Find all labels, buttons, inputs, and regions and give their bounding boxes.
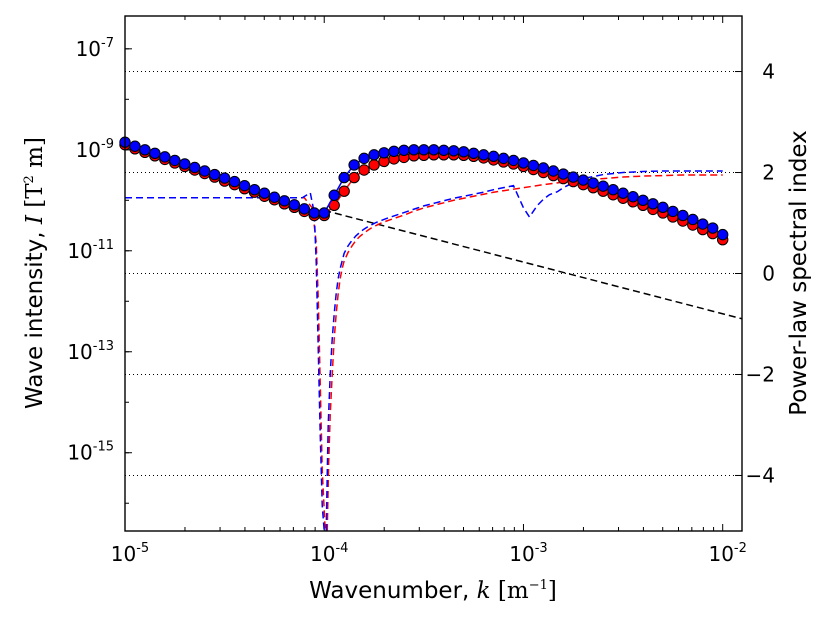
red-dashed-index-line — [125, 175, 723, 531]
y-left-tick-label: 10-15 — [67, 440, 114, 465]
y-left-tick-label: 10-7 — [76, 36, 114, 61]
red-point — [359, 165, 369, 175]
blue-point — [468, 148, 478, 158]
blue-point — [249, 184, 259, 194]
blue-point — [588, 178, 598, 188]
blue-point — [608, 184, 618, 194]
blue-point — [319, 208, 329, 218]
blue-point — [528, 160, 538, 170]
y-left-tick-label: 10-9 — [76, 137, 114, 162]
blue-point — [508, 155, 518, 165]
y-right-tick-label: 4 — [762, 60, 775, 84]
blue-point — [379, 148, 389, 158]
blue-point — [180, 159, 190, 169]
blue-point — [538, 163, 548, 173]
blue-point — [568, 172, 578, 182]
blue-point — [309, 208, 319, 218]
red-point — [349, 172, 359, 182]
y-left-axis-title: Wave intensity, I [T2 m] — [22, 137, 48, 409]
blue-point — [668, 206, 678, 216]
power-spectrum-chart: 10-5 10-4 10-3 10-2 10-7 10-9 10-11 10-1… — [0, 0, 830, 623]
blue-point — [648, 199, 658, 209]
blue-point — [389, 146, 399, 156]
blue-point — [140, 145, 150, 155]
blue-point — [299, 204, 309, 214]
y-right-tick-label: −4 — [746, 463, 775, 487]
blue-point — [289, 200, 299, 210]
y-right-tick-label: 2 — [762, 161, 775, 185]
blue-dashed-index-line — [125, 171, 723, 531]
blue-point — [498, 153, 508, 163]
blue-point — [658, 202, 668, 212]
y-right-tick-labels: 4 2 0 −2 −4 — [746, 60, 775, 488]
y-left-tick-labels: 10-7 10-9 10-11 10-13 10-15 — [67, 36, 114, 465]
blue-point — [190, 162, 200, 172]
blue-point — [219, 173, 229, 183]
blue-point — [399, 145, 409, 155]
blue-point — [209, 169, 219, 179]
gridlines — [125, 72, 742, 476]
blue-point — [518, 158, 528, 168]
y-right-tick-label: −2 — [746, 362, 775, 386]
y-right-tick-label: 0 — [762, 262, 775, 286]
red-point — [339, 186, 349, 196]
y-right-axis-title: Power-law spectral index — [786, 130, 812, 416]
blue-point — [638, 195, 648, 205]
blue-point — [239, 180, 249, 190]
blue-point — [708, 223, 718, 233]
blue-point — [618, 188, 628, 198]
blue-point — [199, 166, 209, 176]
blue-point — [359, 153, 369, 163]
blue-point — [688, 214, 698, 224]
blue-point — [458, 147, 468, 157]
x-tick-label: 10-5 — [111, 541, 149, 566]
blue-point — [349, 160, 359, 170]
x-tick-label: 10-2 — [708, 541, 746, 566]
blue-point — [329, 190, 339, 200]
blue-point — [279, 196, 289, 206]
blue-point — [150, 148, 160, 158]
y-left-tick-label: 10-11 — [67, 238, 114, 263]
blue-point — [339, 172, 349, 182]
blue-point — [170, 155, 180, 165]
x-tick-label: 10-4 — [310, 541, 348, 566]
blue-point — [678, 210, 688, 220]
blue-point — [369, 150, 379, 160]
x-axis-title: Wavenumber, k [m−1] — [309, 578, 557, 604]
blue-point — [449, 146, 459, 156]
blue-point — [628, 192, 638, 202]
blue-point — [478, 150, 488, 160]
black-dashed-fit-line — [324, 210, 742, 319]
blue-point — [717, 229, 727, 239]
blue-point — [269, 192, 279, 202]
x-tick-label: 10-3 — [509, 541, 547, 566]
blue-point — [160, 152, 170, 162]
blue-point — [488, 151, 498, 161]
blue-point — [598, 181, 608, 191]
y-left-tick-label: 10-13 — [67, 339, 114, 364]
blue-point — [578, 175, 588, 185]
blue-point — [698, 219, 708, 229]
blue-point — [558, 169, 568, 179]
blue-point — [229, 176, 239, 186]
blue-point — [259, 188, 269, 198]
blue-point — [439, 145, 449, 155]
blue-point — [419, 145, 429, 155]
red-point — [369, 160, 379, 170]
blue-point — [548, 166, 558, 176]
series-layer — [120, 137, 743, 531]
blue-point — [429, 145, 439, 155]
x-tick-labels: 10-5 10-4 10-3 10-2 — [111, 541, 747, 566]
blue-point — [130, 141, 140, 151]
blue-point — [409, 145, 419, 155]
